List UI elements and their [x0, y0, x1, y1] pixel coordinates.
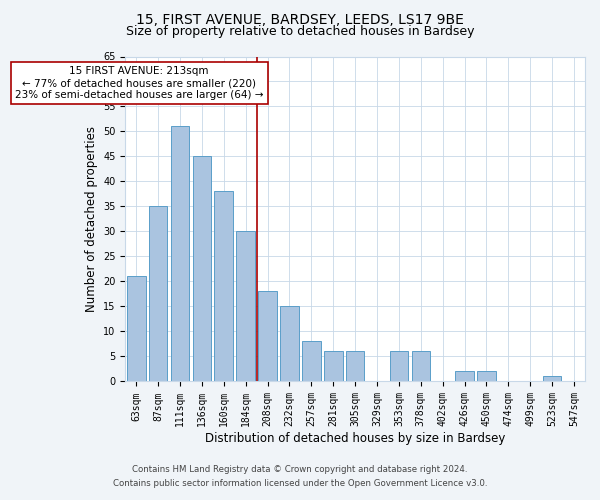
Bar: [171, 126, 190, 382]
Bar: [280, 306, 299, 382]
Bar: [214, 192, 233, 382]
Bar: [236, 232, 255, 382]
Bar: [412, 352, 430, 382]
Bar: [389, 352, 408, 382]
Bar: [149, 206, 167, 382]
Bar: [127, 276, 146, 382]
Bar: [477, 372, 496, 382]
Bar: [455, 372, 474, 382]
Bar: [193, 156, 211, 382]
Bar: [302, 342, 320, 382]
X-axis label: Distribution of detached houses by size in Bardsey: Distribution of detached houses by size …: [205, 432, 505, 445]
Bar: [258, 292, 277, 382]
Text: 15 FIRST AVENUE: 213sqm
← 77% of detached houses are smaller (220)
23% of semi-d: 15 FIRST AVENUE: 213sqm ← 77% of detache…: [15, 66, 263, 100]
Y-axis label: Number of detached properties: Number of detached properties: [85, 126, 98, 312]
Text: Size of property relative to detached houses in Bardsey: Size of property relative to detached ho…: [126, 25, 474, 38]
Text: 15, FIRST AVENUE, BARDSEY, LEEDS, LS17 9BE: 15, FIRST AVENUE, BARDSEY, LEEDS, LS17 9…: [136, 12, 464, 26]
Text: Contains HM Land Registry data © Crown copyright and database right 2024.
Contai: Contains HM Land Registry data © Crown c…: [113, 466, 487, 487]
Bar: [543, 376, 562, 382]
Bar: [324, 352, 343, 382]
Bar: [346, 352, 364, 382]
